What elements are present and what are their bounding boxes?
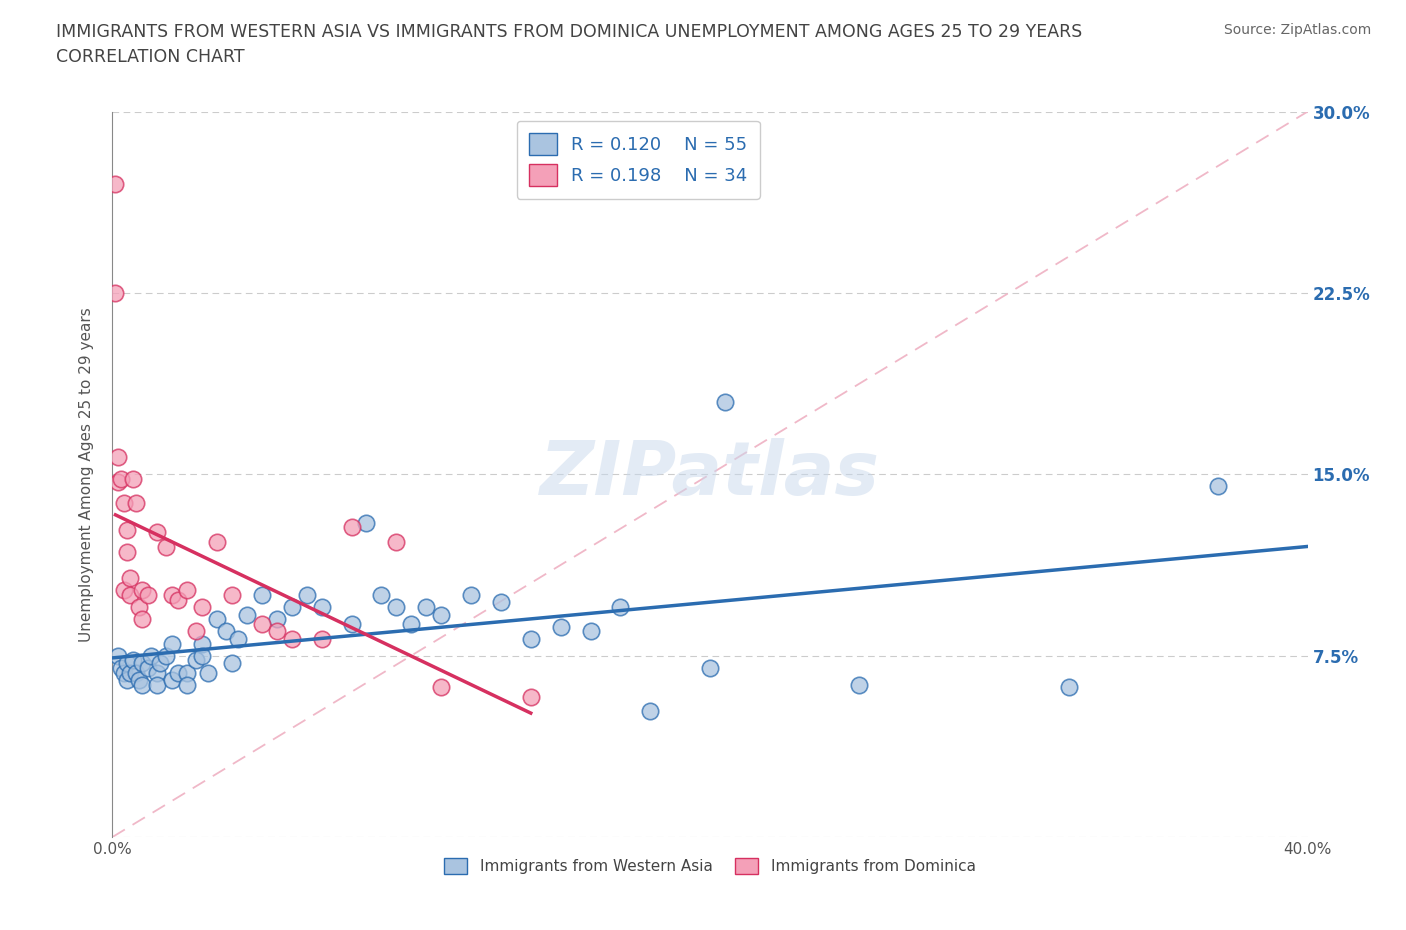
Point [221,656,243,671]
Point [117,656,139,671]
Point [714,394,737,409]
Point [146,525,169,539]
Point [609,600,631,615]
Point [295,588,318,603]
Text: IMMIGRANTS FROM WESTERN ASIA VS IMMIGRANTS FROM DOMINICA UNEMPLOYMENT AMONG AGES: IMMIGRANTS FROM WESTERN ASIA VS IMMIGRAN… [56,23,1083,41]
Point [356,515,378,530]
Point [114,665,135,680]
Point [120,588,142,603]
Point [138,588,160,603]
Point [167,592,190,607]
Point [197,665,219,680]
Point [430,607,453,622]
Point [236,607,259,622]
Point [114,496,135,511]
Point [266,624,288,639]
Point [266,612,288,627]
Point [489,595,512,610]
Point [146,665,169,680]
Point [281,600,304,615]
Point [107,648,129,663]
Point [186,624,208,639]
Point [430,680,453,695]
Point [191,648,214,663]
Point [579,624,602,639]
Point [138,660,160,675]
Point [415,600,437,615]
Point [122,653,145,668]
Point [250,588,273,603]
Point [520,689,543,704]
Point [122,472,145,486]
Point [107,474,129,489]
Point [205,612,228,627]
Y-axis label: Unemployment Among Ages 25 to 29 years: Unemployment Among Ages 25 to 29 years [79,307,94,642]
Point [176,677,198,692]
Point [191,600,214,615]
Point [191,636,214,651]
Point [311,600,333,615]
Text: Source: ZipAtlas.com: Source: ZipAtlas.com [1223,23,1371,37]
Point [1057,680,1080,695]
Point [848,677,870,692]
Point [385,600,408,615]
Point [205,535,228,550]
Point [281,631,304,646]
Point [125,496,148,511]
Point [221,588,243,603]
Point [550,619,572,634]
Point [128,672,150,687]
Point [401,617,423,631]
Point [385,535,408,550]
Text: CORRELATION CHART: CORRELATION CHART [56,48,245,66]
Point [460,588,482,603]
Point [107,450,129,465]
Point [155,648,177,663]
Point [131,656,153,671]
Point [370,588,392,603]
Point [520,631,543,646]
Point [104,177,127,192]
Point [176,583,198,598]
Point [110,472,132,486]
Point [146,677,169,692]
Legend: Immigrants from Western Asia, Immigrants from Dominica: Immigrants from Western Asia, Immigrants… [439,852,981,880]
Point [1206,479,1229,494]
Point [155,539,177,554]
Point [131,677,153,692]
Point [131,583,153,598]
Point [128,600,150,615]
Point [250,617,273,631]
Point [162,588,183,603]
Point [125,665,148,680]
Point [167,665,190,680]
Point [186,653,208,668]
Point [117,544,139,559]
Point [117,523,139,538]
Point [215,624,238,639]
Point [110,660,132,675]
Point [117,672,139,687]
Point [162,636,183,651]
Point [131,612,153,627]
Point [120,571,142,586]
Point [176,665,198,680]
Point [149,656,172,671]
Point [120,665,142,680]
Point [311,631,333,646]
Point [141,648,163,663]
Point [114,583,135,598]
Point [162,672,183,687]
Point [104,286,127,300]
Point [699,660,721,675]
Point [226,631,249,646]
Point [340,520,363,535]
Point [640,704,662,719]
Point [340,617,363,631]
Text: ZIPatlas: ZIPatlas [540,438,880,511]
